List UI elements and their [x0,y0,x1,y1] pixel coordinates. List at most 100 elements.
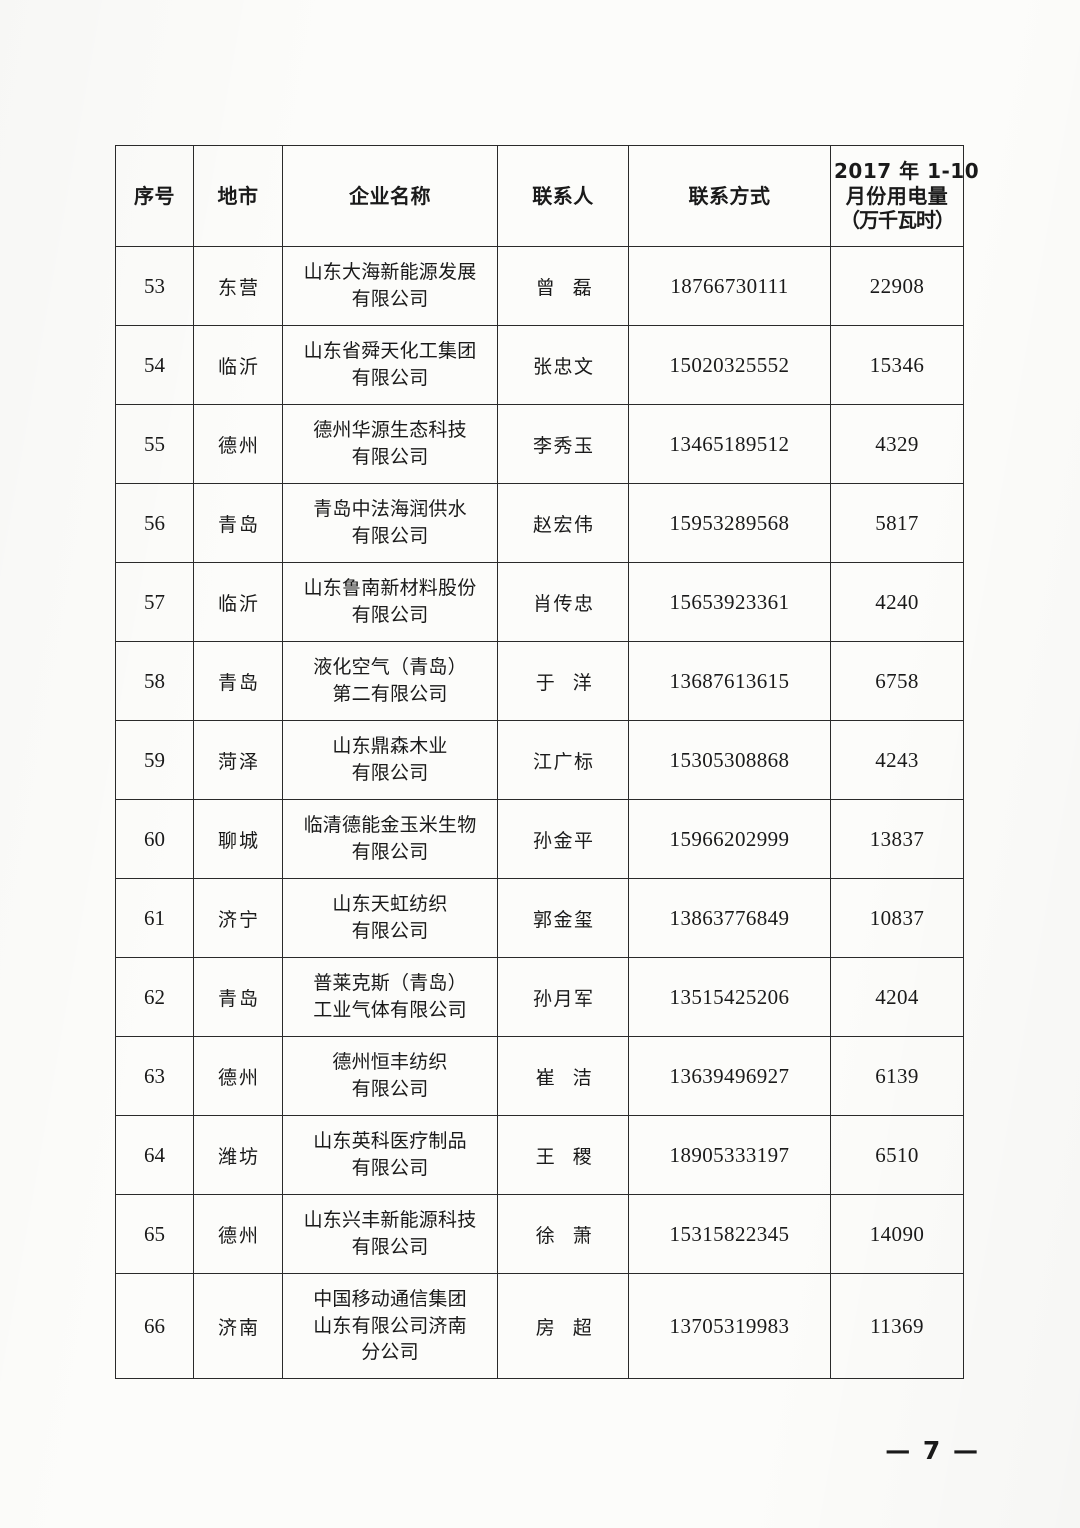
company-name-line: 山东大海新能源发展 [303,261,477,284]
cell-electricity-usage: 13837 [830,799,964,879]
company-name-line: 山东省舜天化工集团 [303,340,477,363]
cell-city: 德州 [193,1036,283,1116]
cell-city: 济南 [193,1273,283,1379]
contact-givenname: 稷 [572,1145,592,1168]
cell-company-name: 山东省舜天化工集团 有限公司 [282,325,498,405]
cell-city: 青岛 [193,957,283,1037]
cell-company-name: 山东兴丰新能源科技 有限公司 [282,1194,498,1274]
column-header-contact: 联系人 [497,145,629,247]
cell-electricity-usage: 10837 [830,878,964,958]
table-row: 53 东营 山东大海新能源发展 有限公司曾磊 18766730111 22908 [115,246,964,326]
cell-contact-person: 曾磊 [497,246,629,326]
cell-contact-person: 房超 [497,1273,629,1379]
company-name-line: 中国移动通信集团 [313,1287,467,1310]
company-name-line: 临清德能金玉米生物 [303,814,477,837]
cell-index: 64 [115,1115,194,1195]
cell-company-name: 德州恒丰纺织 有限公司 [282,1036,498,1116]
cell-electricity-usage: 4329 [830,404,964,484]
cell-city: 临沂 [193,562,283,642]
cell-city: 德州 [193,1194,283,1274]
cell-contact-person: 徐萧 [497,1194,629,1274]
company-name-line: 工业气体有限公司 [313,999,467,1021]
cell-city: 潍坊 [193,1115,283,1195]
cell-phone-number: 18905333197 [628,1115,831,1195]
cell-contact-person: 赵宏伟 [497,483,629,563]
company-name-line: 有限公司 [351,1078,429,1100]
cell-index: 54 [115,325,194,405]
table-header: 序号 地市 企业名称 联系人 联系方式 2017 年 1-10 月份用电量 （万… [115,145,979,247]
contact-givenname: 超 [572,1316,592,1339]
cell-company-name: 山东鲁南新材料股份 有限公司 [282,562,498,642]
column-header-index: 序号 [115,145,194,247]
contact-surname: 徐 [535,1224,555,1247]
cell-phone-number: 13687613615 [628,641,831,721]
enterprise-electricity-table-container: 序号 地市 企业名称 联系人 联系方式 2017 年 1-10 月份用电量 （万… [115,145,979,1379]
cell-index: 55 [115,404,194,484]
company-name-line: 德州恒丰纺织 [332,1051,448,1074]
table-row: 60 聊城 临清德能金玉米生物 有限公司 孙金平 15966202999 13837 [115,799,964,879]
cell-electricity-usage: 4243 [830,720,964,800]
company-name-line: 有限公司 [351,1157,429,1179]
contact-surname: 崔 [535,1066,555,1089]
company-name-line: 第二有限公司 [332,683,448,705]
cell-electricity-usage: 14090 [830,1194,964,1274]
cell-contact-person: 孙月军 [497,957,629,1037]
cell-contact-person: 于洋 [497,641,629,721]
cell-index: 59 [115,720,194,800]
cell-city: 聊城 [193,799,283,879]
table-row: 65 德州 山东兴丰新能源科技 有限公司徐萧 15315822345 14090 [115,1194,964,1274]
company-name-line: 山东鲁南新材料股份 [303,577,477,600]
company-name-line: 有限公司 [351,446,429,468]
cell-city: 德州 [193,404,283,484]
company-name-line: 山东天虹纺织 [332,893,448,916]
cell-index: 62 [115,957,194,1037]
cell-company-name: 普莱克斯（青岛） 工业气体有限公司 [282,957,498,1037]
column-header-city: 地市 [193,145,283,247]
column-header-usage: 2017 年 1-10 月份用电量 （万千瓦时） [830,145,979,247]
company-name-line: 有限公司 [351,841,429,863]
company-name-line: 山东有限公司济南 [313,1314,467,1337]
company-name-line: 有限公司 [351,604,429,626]
company-name-line: 有限公司 [351,920,429,942]
cell-phone-number: 15305308868 [628,720,831,800]
cell-index: 60 [115,799,194,879]
company-name-line: 有限公司 [351,367,429,389]
contact-surname: 房 [535,1316,555,1339]
cell-contact-person: 江广标 [497,720,629,800]
company-name-line: 有限公司 [351,525,429,547]
cell-phone-number: 15953289568 [628,483,831,563]
cell-electricity-usage: 22908 [830,246,964,326]
column-header-usage-line2: 月份用电量 [845,183,949,208]
table-row: 64 潍坊 山东英科医疗制品 有限公司王稷 18905333197 6510 [115,1115,964,1195]
cell-company-name: 青岛中法海润供水 有限公司 [282,483,498,563]
table-row: 61 济宁 山东天虹纺织 有限公司 郭金玺 13863776849 10837 [115,878,964,958]
cell-contact-person: 王稷 [497,1115,629,1195]
cell-index: 56 [115,483,194,563]
contact-givenname: 萧 [572,1224,592,1247]
cell-company-name: 液化空气（青岛） 第二有限公司 [282,641,498,721]
cell-electricity-usage: 4240 [830,562,964,642]
cell-index: 58 [115,641,194,721]
cell-contact-person: 孙金平 [497,799,629,879]
column-header-company: 企业名称 [282,145,498,247]
company-name-line: 山东鼎森木业 [332,735,448,758]
table-row: 59 菏泽 山东鼎森木业 有限公司 江广标 15305308868 4243 [115,720,964,800]
cell-company-name: 山东英科医疗制品 有限公司 [282,1115,498,1195]
page-number: — 7 — [885,1436,980,1465]
cell-electricity-usage: 6758 [830,641,964,721]
company-name-line: 有限公司 [351,288,429,310]
company-name-line: 普莱克斯（青岛） [313,972,467,995]
table-row: 54 临沂 山东省舜天化工集团 有限公司 张忠文 15020325552 15346 [115,325,964,405]
column-header-phone: 联系方式 [628,145,831,247]
cell-company-name: 山东大海新能源发展 有限公司 [282,246,498,326]
cell-phone-number: 18766730111 [628,246,831,326]
company-name-line: 有限公司 [351,762,429,784]
cell-index: 66 [115,1273,194,1379]
table-header-row: 序号 地市 企业名称 联系人 联系方式 2017 年 1-10 月份用电量 （万… [115,145,979,247]
cell-phone-number: 15020325552 [628,325,831,405]
table-row: 55 德州 德州华源生态科技 有限公司 李秀玉 13465189512 4329 [115,404,964,484]
cell-company-name: 山东鼎森木业 有限公司 [282,720,498,800]
cell-index: 65 [115,1194,194,1274]
contact-givenname: 磊 [572,276,592,299]
